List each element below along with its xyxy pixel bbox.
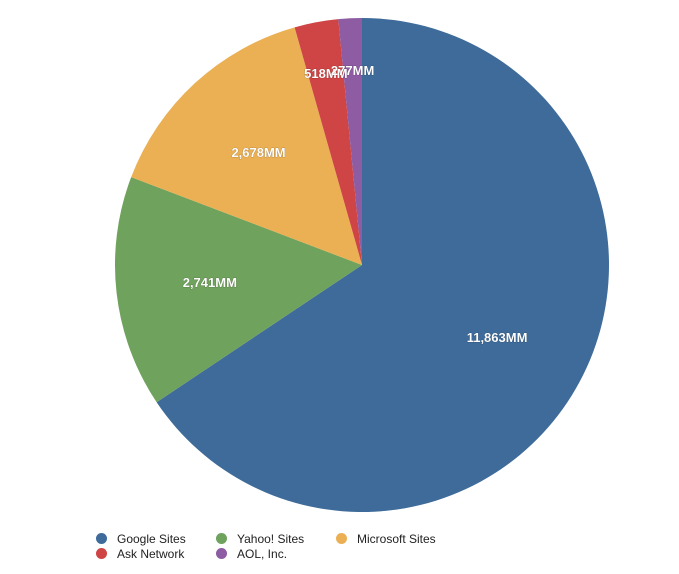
pie-slice-microsoft-sites[interactable] [131, 27, 362, 266]
slice-label-yahoo-sites: 2,741MM [183, 275, 237, 290]
chart-legend: Google Sites Yahoo! Sites Microsoft Site… [96, 531, 516, 561]
slice-label-aol-inc: 277MM [331, 63, 374, 78]
legend-row-1: Google Sites Yahoo! Sites Microsoft Site… [96, 531, 516, 546]
pie-slice-aol-inc[interactable] [338, 18, 362, 265]
legend-item-aol-inc[interactable]: AOL, Inc. [216, 547, 336, 561]
legend-swatch-yahoo-sites [216, 533, 227, 544]
legend-label-aol-inc: AOL, Inc. [237, 546, 288, 561]
legend-label-google-sites: Google Sites [117, 531, 186, 546]
slice-label-microsoft-sites: 2,678MM [231, 145, 285, 160]
slice-label-google-sites: 11,863MM [467, 330, 528, 345]
legend-label-yahoo-sites: Yahoo! Sites [237, 531, 305, 546]
legend-item-ask-network[interactable]: Ask Network [96, 547, 216, 561]
legend-item-yahoo-sites[interactable]: Yahoo! Sites [216, 532, 336, 546]
pie-slice-google-sites[interactable] [156, 18, 609, 513]
slice-label-ask-network: 518MM [304, 66, 347, 81]
legend-swatch-ask-network [96, 548, 107, 559]
legend-label-ask-network: Ask Network [117, 546, 185, 561]
legend-swatch-google-sites [96, 533, 107, 544]
pie-slice-yahoo-sites[interactable] [114, 177, 362, 403]
pie-slice-ask-network[interactable] [294, 19, 362, 266]
legend-label-microsoft-sites: Microsoft Sites [357, 531, 436, 546]
pie-slices [114, 18, 609, 513]
legend-swatch-microsoft-sites [336, 533, 347, 544]
legend-item-microsoft-sites[interactable]: Microsoft Sites [336, 532, 476, 546]
legend-swatch-aol-inc [216, 548, 227, 559]
legend-item-google-sites[interactable]: Google Sites [96, 532, 216, 546]
legend-row-2: Ask Network AOL, Inc. [96, 546, 516, 561]
